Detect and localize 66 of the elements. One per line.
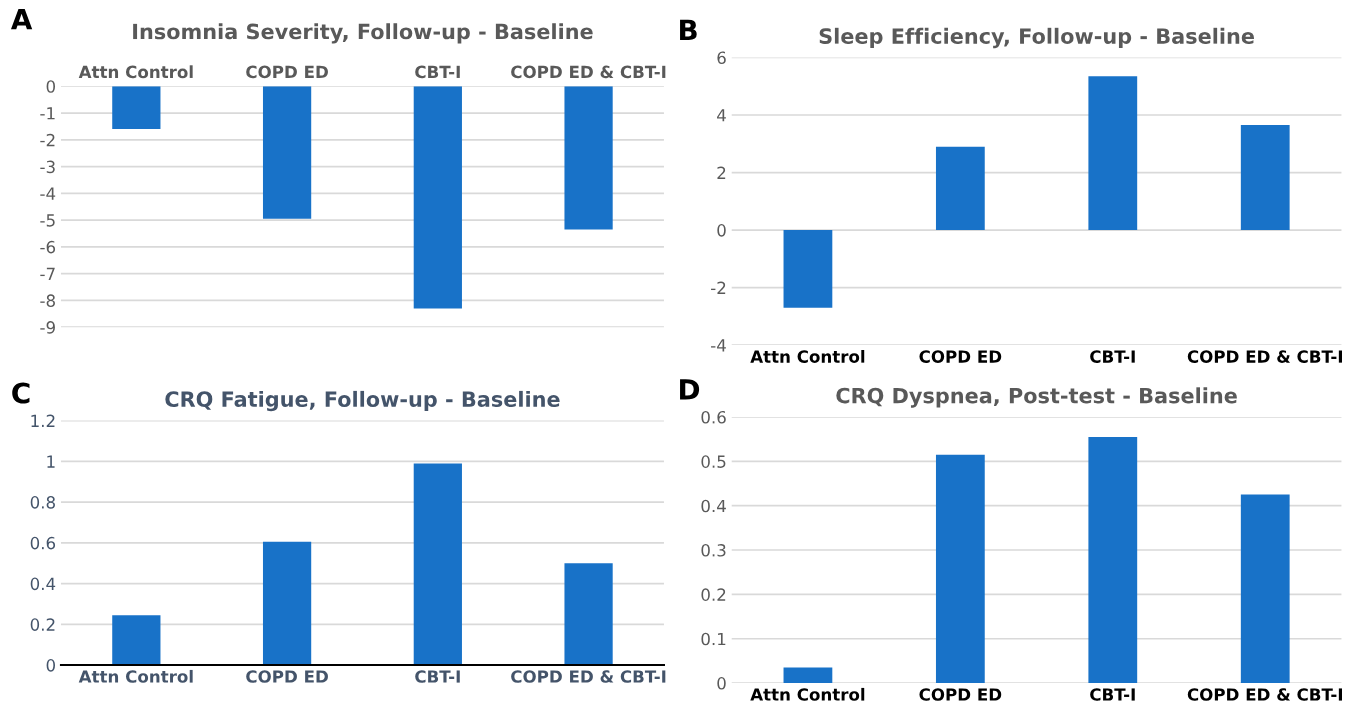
y-tick-label: -3 bbox=[40, 160, 55, 174]
y-tick-label: 0.2 bbox=[30, 618, 55, 631]
y-tick-label: -1 bbox=[40, 107, 55, 120]
text: D bbox=[680, 379, 700, 400]
text: B bbox=[680, 19, 697, 41]
y-tick-label: 0.3 bbox=[701, 544, 726, 557]
bar bbox=[413, 463, 462, 666]
y-tick-label: -5 bbox=[40, 214, 55, 227]
x-tick-label: CBT-I bbox=[415, 670, 460, 683]
chart-title: Insomnia Severity, Follow-up - Baseline bbox=[133, 23, 593, 44]
x-tick-label: COPD ED & CBT-I bbox=[1187, 350, 1342, 363]
bar bbox=[262, 541, 312, 666]
y-tick-label: -4 bbox=[711, 339, 726, 352]
y-tick-label: 6 bbox=[717, 51, 726, 65]
y-tick-label: 0 bbox=[46, 80, 56, 93]
y-tick-label: 0 bbox=[46, 659, 56, 672]
bar bbox=[783, 667, 833, 684]
bar bbox=[564, 563, 613, 666]
bar bbox=[935, 146, 985, 231]
chart-title: CRQ Fatigue, Follow-up - Baseline bbox=[165, 390, 560, 412]
y-tick-label: -8 bbox=[40, 294, 55, 307]
y-tick-label: 0.2 bbox=[701, 588, 726, 601]
y-tick-label: 0.4 bbox=[30, 577, 56, 591]
chart-title: CRQ Dyspnea, Post-test - Baseline bbox=[836, 387, 1237, 408]
bar bbox=[1088, 436, 1138, 684]
y-tick-label: 0.1 bbox=[701, 632, 726, 646]
y-tick-label: 0.5 bbox=[701, 455, 726, 468]
x-tick-label: CBT-I bbox=[415, 65, 460, 79]
x-tick-label: CBT-I bbox=[1090, 350, 1135, 363]
bar bbox=[783, 230, 833, 308]
bar bbox=[1240, 125, 1290, 231]
y-tick-label: 1.2 bbox=[31, 414, 55, 427]
text: C bbox=[12, 382, 30, 404]
y-tick-label: 0 bbox=[717, 224, 726, 237]
y-tick-label: -6 bbox=[40, 240, 56, 254]
x-tick-label: COPD ED bbox=[919, 688, 1002, 701]
x-tick-label: Attn Control bbox=[750, 687, 865, 701]
x-tick-label: CBT-I bbox=[1090, 688, 1135, 701]
y-tick-label: -4 bbox=[40, 187, 56, 200]
x-tick-label: COPD ED bbox=[246, 65, 328, 79]
y-tick-label: 0.6 bbox=[701, 410, 726, 424]
bar bbox=[1088, 76, 1138, 231]
text: A bbox=[10, 8, 33, 30]
bar bbox=[112, 615, 161, 666]
y-tick-label: 2 bbox=[717, 166, 726, 179]
bar bbox=[935, 454, 985, 684]
x-tick-label: COPD ED bbox=[246, 670, 328, 683]
y-tick-label: 0.8 bbox=[30, 496, 55, 509]
x-tick-label: Attn Control bbox=[78, 65, 193, 79]
x-tick-label: Attn Control bbox=[78, 669, 193, 683]
chart-title: Sleep Efficiency, Follow-up - Baseline bbox=[819, 27, 1254, 49]
x-tick-label: COPD ED & CBT-I bbox=[511, 670, 666, 683]
y-tick-label: 0.6 bbox=[30, 536, 56, 550]
y-tick-label: -9 bbox=[40, 321, 55, 334]
y-tick-label: 4 bbox=[717, 109, 726, 122]
y-tick-label: -7 bbox=[40, 267, 55, 280]
x-tick-label: COPD ED & CBT-I bbox=[511, 65, 666, 79]
y-tick-label: -2 bbox=[711, 281, 726, 294]
y-tick-label: 0 bbox=[717, 677, 726, 690]
y-tick-label: 0.4 bbox=[701, 499, 726, 513]
x-tick-label: COPD ED bbox=[919, 350, 1002, 363]
y-tick-label: 1 bbox=[47, 455, 55, 468]
x-tick-label: Attn Control bbox=[750, 349, 865, 363]
x-tick-label: COPD ED & CBT-I bbox=[1187, 688, 1342, 701]
y-tick-label: -2 bbox=[40, 133, 55, 147]
bar bbox=[1240, 494, 1290, 684]
